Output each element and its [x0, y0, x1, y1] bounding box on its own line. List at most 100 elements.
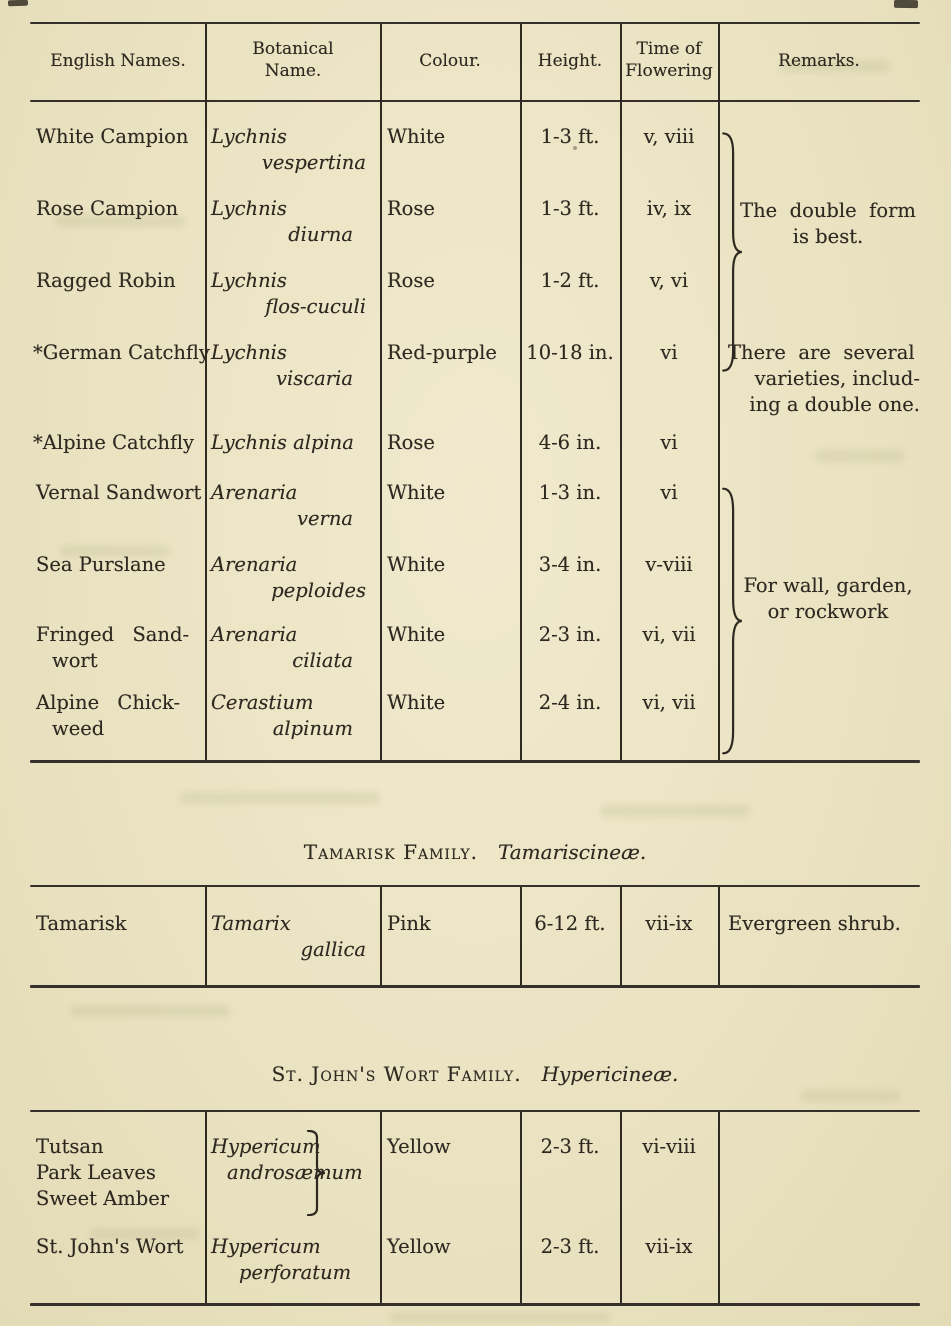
colour-value: White [387, 125, 446, 148]
colour-value: Yellow [387, 1135, 451, 1158]
scan-smudge [180, 792, 380, 804]
table3-divider-4 [620, 1112, 622, 1303]
english-name-line2: weed [52, 717, 105, 740]
botanical-genus: Lychnis [211, 269, 287, 292]
botanical-species: ciliata [292, 649, 353, 672]
family-name: Tamarisk Family. [303, 840, 478, 864]
scan-smudge [55, 215, 185, 227]
botanical-species: perforatum [239, 1261, 352, 1284]
table1-divider-2 [380, 24, 382, 760]
height-value: 2-4 in. [538, 691, 602, 714]
flowering-value: v, vi [649, 269, 689, 292]
column-header-remarks: Remarks. [778, 51, 860, 71]
flowering-value: vii-ix [645, 1235, 693, 1258]
scan-smudge [60, 545, 170, 557]
flowering-value: vi-viii [642, 1135, 696, 1158]
height-value: 1-2 ft. [540, 269, 600, 292]
english-name-line1: Fringed Sand- [36, 623, 190, 646]
botanical-genus: Cerastium [211, 691, 314, 714]
colour-value: White [387, 481, 446, 504]
group-remark-line1: For wall, garden, [743, 574, 913, 597]
grouping-brace [721, 131, 743, 373]
english-name-line1: Alpine Chick- [36, 691, 181, 714]
height-value: 2-3 in. [538, 623, 602, 646]
table2-divider-2 [380, 887, 382, 985]
column-header-flowering-line1: Time of [636, 39, 702, 59]
table2-divider-4 [620, 887, 622, 985]
table1-divider-4 [620, 24, 622, 760]
botanical-species: peploides [271, 579, 366, 602]
colour-value: White [387, 553, 446, 576]
table3-divider-5 [718, 1112, 720, 1303]
table3-top-rule [30, 1110, 920, 1112]
flowering-value: v, viii [643, 125, 695, 148]
group-remark-line2: or rockwork [767, 600, 889, 623]
table2-bottom-rule [30, 985, 920, 988]
flowering-value: iv, ix [646, 197, 692, 220]
botanical-species: viscaria [276, 367, 353, 390]
botanical-species: diurna [288, 223, 353, 246]
family-latin-name: Tamariscineæ. [497, 840, 647, 864]
height-value: 2-3 ft. [540, 1235, 600, 1258]
column-header-botanical-line1: Botanical [252, 39, 334, 59]
botanical-genus: Hypericum [211, 1235, 321, 1258]
column-header-flowering-line2: Flowering [625, 61, 713, 81]
colour-value: Rose [387, 431, 435, 454]
brace-glyph [721, 131, 743, 373]
botanical-genus: Tamarix [211, 912, 291, 935]
table1-bottom-rule [30, 760, 920, 763]
scan-artifact [7, 0, 29, 7]
scan-smudge [800, 1090, 900, 1102]
english-name: Ragged Robin [36, 269, 176, 292]
remark-line2: varieties, includ- [754, 367, 920, 390]
table3-divider-1 [205, 1112, 207, 1303]
height-value: 6-12 ft. [534, 912, 606, 935]
botanical-species: flos-cuculi [265, 295, 366, 318]
scan-smudge [780, 60, 890, 72]
height-value: 1-3 ft. [540, 197, 600, 220]
remark-line3: ing a double one. [749, 393, 920, 416]
flowering-value: v-viii [645, 553, 693, 576]
scan-smudge [90, 1228, 200, 1240]
table1-divider-3 [520, 24, 522, 760]
flowering-value: vi [660, 341, 678, 364]
height-value: 4-6 in. [538, 431, 602, 454]
height-value: 3-4 in. [538, 553, 602, 576]
table3-divider-3 [520, 1112, 522, 1303]
english-name: Vernal Sandwort [36, 481, 202, 504]
table3-bottom-rule [30, 1303, 920, 1306]
botanical-species: androsæmum [227, 1161, 363, 1184]
brace-glyph [721, 486, 743, 756]
table2-top-rule [30, 885, 920, 887]
table1-header-rule [30, 100, 920, 102]
botanical-genus: Arenaria [211, 623, 298, 646]
group-remark-line2: is best. [792, 225, 864, 248]
section-heading-stjohnswort: St. John's Wort Family. Hypericineæ. [30, 1062, 920, 1086]
table2-divider-1 [205, 887, 207, 985]
colour-value: Rose [387, 269, 435, 292]
flowering-value: vi, vii [642, 623, 696, 646]
grouping-brace [306, 1130, 326, 1216]
flowering-value: vii-ix [645, 912, 693, 935]
colour-value: White [387, 623, 446, 646]
english-name-line2: Park Leaves [36, 1161, 156, 1184]
table1-divider-5 [718, 24, 720, 760]
botanical-name: Lychnis alpina [211, 431, 354, 454]
scan-smudge [70, 1005, 230, 1017]
botanical-species: verna [296, 507, 353, 530]
english-name: *German Catchfly [33, 341, 210, 364]
colour-value: Pink [387, 912, 431, 935]
table1-divider-1 [205, 24, 207, 760]
family-latin-name: Hypericineæ. [541, 1062, 679, 1086]
botanical-genus: Lychnis [211, 197, 287, 220]
flowering-value: vi, vii [642, 691, 696, 714]
botanical-species: vespertina [261, 151, 366, 174]
section-heading-tamarisk: Tamarisk Family. Tamariscineæ. [30, 840, 920, 864]
height-value: 1-3 ft. [540, 125, 600, 148]
flowering-value: vi [660, 481, 678, 504]
english-name-line2: wort [52, 649, 98, 672]
english-name: St. John's Wort [36, 1235, 184, 1258]
remark: Evergreen shrub. [728, 912, 901, 935]
botanical-species: alpinum [272, 717, 353, 740]
